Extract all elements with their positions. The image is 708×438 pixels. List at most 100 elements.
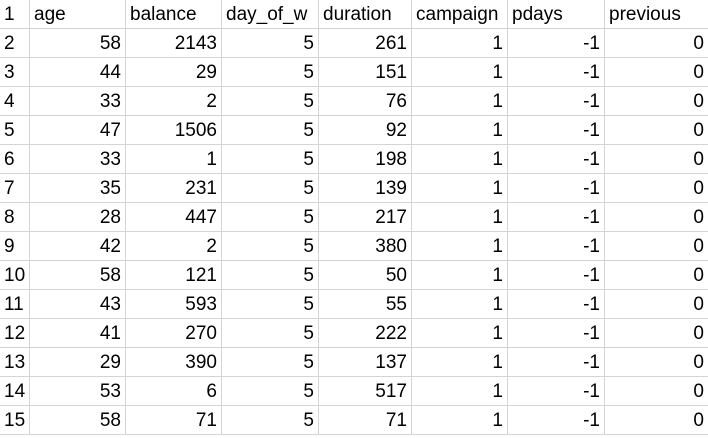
cell-day-of-week[interactable]: 5 — [222, 116, 319, 145]
cell-age[interactable]: 33 — [30, 87, 126, 116]
cell-day-of-week[interactable]: 5 — [222, 406, 319, 435]
cell-day-of-week[interactable]: 5 — [222, 319, 319, 348]
cell-campaign[interactable]: 1 — [412, 377, 508, 406]
row-number[interactable]: 14 — [0, 377, 30, 406]
cell-previous[interactable]: 0 — [605, 261, 708, 290]
cell-pdays[interactable]: -1 — [508, 406, 605, 435]
row-number[interactable]: 10 — [0, 261, 30, 290]
cell-campaign[interactable]: 1 — [412, 87, 508, 116]
cell-age[interactable]: 58 — [30, 406, 126, 435]
cell-balance[interactable]: 2 — [126, 232, 222, 261]
cell-previous[interactable]: 0 — [605, 290, 708, 319]
cell-duration[interactable]: 76 — [319, 87, 412, 116]
cell-pdays[interactable]: -1 — [508, 348, 605, 377]
cell-previous[interactable]: 0 — [605, 145, 708, 174]
cell-day-of-week[interactable]: 5 — [222, 348, 319, 377]
cell-campaign[interactable]: 1 — [412, 290, 508, 319]
row-number[interactable]: 7 — [0, 174, 30, 203]
cell-balance[interactable]: 71 — [126, 406, 222, 435]
cell-balance[interactable]: 593 — [126, 290, 222, 319]
row-number[interactable]: 8 — [0, 203, 30, 232]
cell-age[interactable]: 42 — [30, 232, 126, 261]
cell-campaign[interactable]: 1 — [412, 406, 508, 435]
cell-day-of-week[interactable]: 5 — [222, 203, 319, 232]
cell-day-of-week[interactable]: 5 — [222, 261, 319, 290]
cell-pdays[interactable]: -1 — [508, 203, 605, 232]
cell-duration[interactable]: 198 — [319, 145, 412, 174]
cell-pdays[interactable]: -1 — [508, 58, 605, 87]
cell-campaign[interactable]: 1 — [412, 319, 508, 348]
cell-duration[interactable]: 151 — [319, 58, 412, 87]
cell-age[interactable]: 33 — [30, 145, 126, 174]
cell-day-of-week[interactable]: 5 — [222, 145, 319, 174]
cell-pdays[interactable]: -1 — [508, 174, 605, 203]
cell-balance[interactable]: 1506 — [126, 116, 222, 145]
cell-balance[interactable]: 390 — [126, 348, 222, 377]
column-header-age[interactable]: age — [30, 0, 126, 29]
cell-duration[interactable]: 517 — [319, 377, 412, 406]
cell-duration[interactable]: 380 — [319, 232, 412, 261]
cell-duration[interactable]: 137 — [319, 348, 412, 377]
cell-day-of-week[interactable]: 5 — [222, 87, 319, 116]
cell-day-of-week[interactable]: 5 — [222, 29, 319, 58]
cell-duration[interactable]: 222 — [319, 319, 412, 348]
cell-previous[interactable]: 0 — [605, 406, 708, 435]
cell-previous[interactable]: 0 — [605, 116, 708, 145]
cell-campaign[interactable]: 1 — [412, 116, 508, 145]
cell-pdays[interactable]: -1 — [508, 232, 605, 261]
row-number[interactable]: 2 — [0, 29, 30, 58]
column-header-duration[interactable]: duration — [319, 0, 412, 29]
cell-age[interactable]: 47 — [30, 116, 126, 145]
cell-day-of-week[interactable]: 5 — [222, 232, 319, 261]
cell-age[interactable]: 44 — [30, 58, 126, 87]
cell-campaign[interactable]: 1 — [412, 261, 508, 290]
row-number[interactable]: 3 — [0, 58, 30, 87]
row-number[interactable]: 1 — [0, 0, 30, 29]
cell-balance[interactable]: 2143 — [126, 29, 222, 58]
cell-campaign[interactable]: 1 — [412, 232, 508, 261]
cell-pdays[interactable]: -1 — [508, 319, 605, 348]
cell-pdays[interactable]: -1 — [508, 377, 605, 406]
cell-duration[interactable]: 139 — [319, 174, 412, 203]
cell-balance[interactable]: 2 — [126, 87, 222, 116]
row-number[interactable]: 6 — [0, 145, 30, 174]
cell-pdays[interactable]: -1 — [508, 29, 605, 58]
cell-age[interactable]: 28 — [30, 203, 126, 232]
cell-age[interactable]: 43 — [30, 290, 126, 319]
cell-balance[interactable]: 447 — [126, 203, 222, 232]
cell-pdays[interactable]: -1 — [508, 116, 605, 145]
cell-campaign[interactable]: 1 — [412, 174, 508, 203]
row-number[interactable]: 11 — [0, 290, 30, 319]
cell-previous[interactable]: 0 — [605, 377, 708, 406]
cell-pdays[interactable]: -1 — [508, 261, 605, 290]
row-number[interactable]: 5 — [0, 116, 30, 145]
cell-duration[interactable]: 50 — [319, 261, 412, 290]
column-header-pdays[interactable]: pdays — [508, 0, 605, 29]
cell-balance[interactable]: 1 — [126, 145, 222, 174]
cell-day-of-week[interactable]: 5 — [222, 174, 319, 203]
cell-duration[interactable]: 217 — [319, 203, 412, 232]
cell-campaign[interactable]: 1 — [412, 203, 508, 232]
row-number[interactable]: 12 — [0, 319, 30, 348]
cell-age[interactable]: 58 — [30, 29, 126, 58]
row-number[interactable]: 15 — [0, 406, 30, 435]
cell-day-of-week[interactable]: 5 — [222, 58, 319, 87]
column-header-day-of-week[interactable]: day_of_w — [222, 0, 319, 29]
cell-balance[interactable]: 29 — [126, 58, 222, 87]
cell-previous[interactable]: 0 — [605, 29, 708, 58]
cell-age[interactable]: 29 — [30, 348, 126, 377]
column-header-previous[interactable]: previous — [605, 0, 708, 29]
cell-age[interactable]: 58 — [30, 261, 126, 290]
row-number[interactable]: 9 — [0, 232, 30, 261]
cell-pdays[interactable]: -1 — [508, 145, 605, 174]
cell-age[interactable]: 35 — [30, 174, 126, 203]
cell-pdays[interactable]: -1 — [508, 87, 605, 116]
row-number[interactable]: 4 — [0, 87, 30, 116]
cell-previous[interactable]: 0 — [605, 58, 708, 87]
cell-campaign[interactable]: 1 — [412, 29, 508, 58]
row-number[interactable]: 13 — [0, 348, 30, 377]
cell-duration[interactable]: 261 — [319, 29, 412, 58]
cell-balance[interactable]: 270 — [126, 319, 222, 348]
cell-campaign[interactable]: 1 — [412, 348, 508, 377]
